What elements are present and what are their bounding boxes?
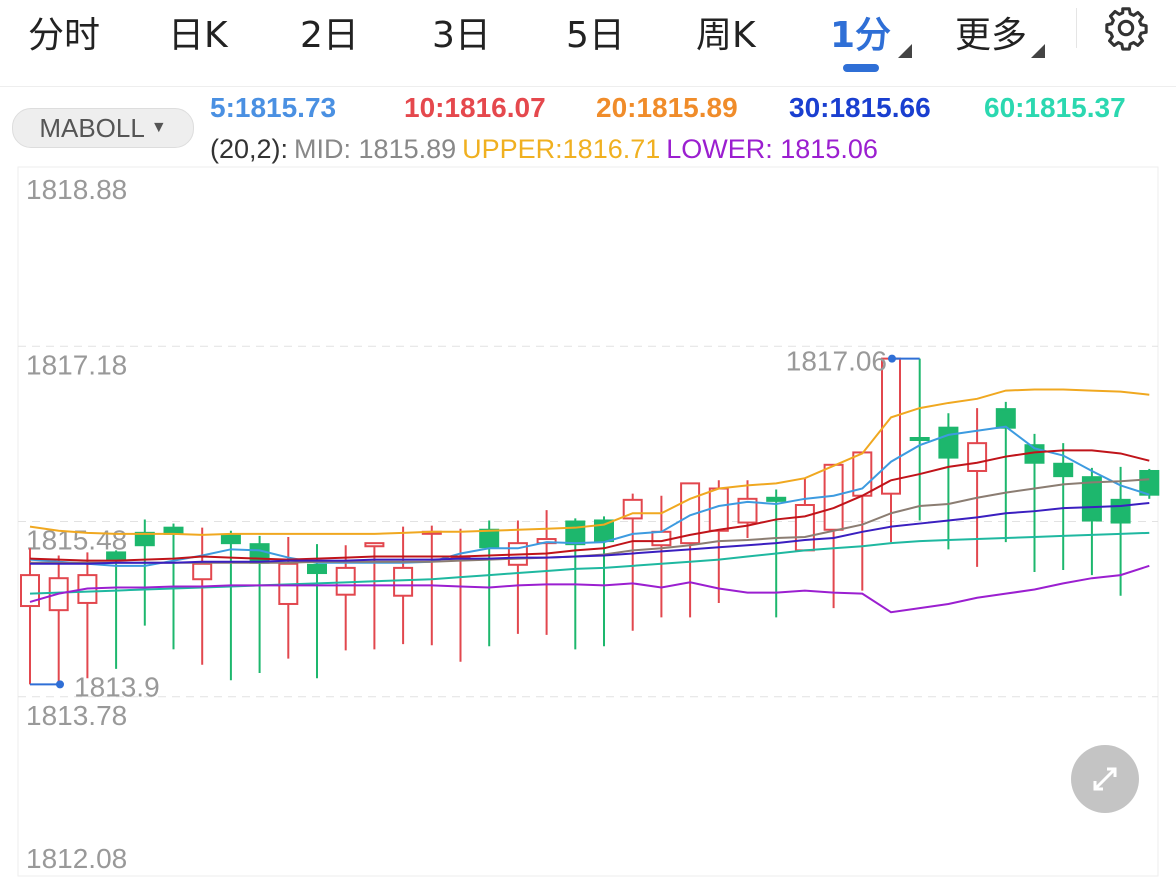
candle (594, 516, 614, 647)
candle-body (565, 520, 586, 546)
boll-upper: UPPER:1816.71 (462, 134, 661, 164)
candle-body (192, 562, 213, 581)
tab-5day[interactable]: 5日 (566, 15, 625, 56)
candle (20, 548, 40, 685)
candle-body (134, 531, 155, 547)
candle (622, 493, 643, 631)
ma10-legend: 10:1816.07 (404, 92, 546, 123)
candle (881, 357, 901, 543)
candle (77, 552, 98, 679)
ma30-legend: 30:1815.66 (789, 92, 931, 123)
candle (106, 550, 127, 669)
ma60-legend: 60:1815.37 (984, 92, 1126, 123)
dropdown-corner-icon (898, 44, 912, 58)
line-60 (29, 531, 1150, 595)
line-10 (29, 449, 1150, 562)
candle (220, 530, 241, 681)
candle (737, 480, 758, 538)
y-tick-label: 1817.18 (26, 349, 127, 380)
candle (823, 463, 844, 609)
candle-body (536, 538, 557, 545)
tab-intraday[interactable]: 分时 (28, 15, 101, 56)
candle-body (938, 426, 959, 459)
line-upper (29, 388, 1150, 536)
candle (967, 408, 988, 567)
candle (479, 520, 500, 647)
candle-body (220, 533, 241, 545)
high-marker-dot (888, 354, 896, 363)
expand-arrows-icon (1093, 767, 1117, 791)
candle (1053, 443, 1074, 570)
caret-down-icon: ▼ (150, 119, 167, 136)
tab-3day[interactable]: 3日 (432, 15, 491, 56)
gear-icon[interactable] (1103, 5, 1149, 51)
candle-body (1110, 498, 1131, 524)
candle (134, 519, 155, 626)
tab-more[interactable]: 更多 (955, 15, 1028, 56)
candle-body (364, 542, 385, 548)
line-lower (29, 564, 1150, 614)
tab-2day[interactable]: 2日 (300, 15, 359, 56)
high-price-label: 1817.06 (786, 346, 887, 377)
boll-mid: MID: 1815.89 (294, 134, 457, 164)
candle (1081, 467, 1102, 576)
tab-daily-k[interactable]: 日K (168, 15, 228, 56)
candle-body (393, 566, 414, 597)
candle-body (651, 530, 672, 547)
divider (1076, 8, 1077, 48)
line-5 (29, 425, 1150, 567)
candle (909, 358, 930, 521)
dropdown-corner-icon (1031, 44, 1045, 58)
candle-body (479, 528, 500, 549)
candle-body (708, 487, 729, 532)
tab-1min[interactable]: 1分 (830, 15, 892, 56)
boll-lower: LOWER: 1815.06 (666, 134, 878, 164)
candle (1024, 433, 1045, 573)
candle-body (737, 497, 758, 524)
candle-body (995, 408, 1016, 429)
candle-body (1081, 476, 1102, 522)
candle (507, 520, 528, 634)
expand-button[interactable] (1071, 745, 1139, 813)
candle (48, 555, 69, 685)
boll-legend: (20,2): MID: 1815.89 UPPER:1816.71 LOWER: 1… (210, 134, 884, 165)
y-tick-label: 1818.88 (26, 174, 127, 205)
candle (995, 401, 1016, 543)
candle-body (20, 574, 40, 608)
indicator-label: MABOLL (39, 112, 145, 143)
candle-body (794, 504, 815, 552)
candle-body (1139, 469, 1160, 496)
boll-params: (20,2): (210, 134, 289, 164)
candle-body (249, 543, 270, 564)
y-tick-label: 1812.08 (26, 843, 127, 874)
low-marker-dot (56, 680, 64, 689)
tab-weekly-k[interactable]: 周K (696, 15, 756, 56)
candle-body (909, 436, 930, 441)
candle (249, 535, 270, 674)
y-tick-label: 1815.48 (26, 525, 127, 556)
y-tick-label: 1813.78 (26, 700, 127, 731)
candle-body (1053, 462, 1074, 478)
indicator-selector[interactable]: MABOLL ▼ (12, 108, 194, 148)
candle (536, 510, 557, 635)
candle (450, 528, 471, 662)
candle (307, 544, 327, 679)
candle (192, 527, 213, 665)
candle-body (967, 442, 988, 472)
ma5-legend: 5:1815.73 (210, 92, 337, 123)
ma20-legend: 20:1815.89 (596, 92, 738, 123)
candle-body (307, 563, 327, 575)
active-tab-indicator (843, 64, 879, 72)
candle (335, 545, 356, 651)
low-price-label: 1813.9 (74, 671, 160, 702)
candle-body (106, 551, 127, 561)
line-30 (30, 501, 1150, 565)
period-tabs: 分时 日K 2日 3日 5日 周K 1分 更多 (0, 0, 1176, 87)
candle-body (766, 496, 787, 502)
